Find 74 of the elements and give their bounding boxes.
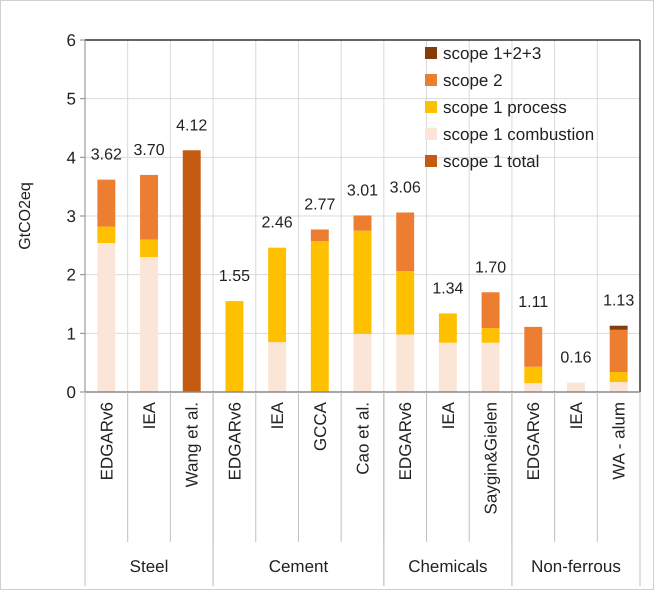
bar bbox=[268, 342, 286, 392]
y-tick-label: 0 bbox=[66, 382, 76, 402]
x-tick-label: EDGARv6 bbox=[225, 402, 244, 480]
x-tick-label: Saygin&Gielen bbox=[482, 402, 501, 514]
y-tick-label: 2 bbox=[66, 266, 76, 285]
total-label: 1.70 bbox=[475, 259, 506, 276]
bar bbox=[354, 334, 372, 392]
x-tick-label: EDGARv6 bbox=[97, 402, 116, 480]
total-label: 4.12 bbox=[176, 117, 208, 134]
bar bbox=[268, 248, 286, 342]
total-label: 1.55 bbox=[218, 268, 250, 286]
total-label: 2.77 bbox=[304, 196, 336, 214]
bar bbox=[310, 241, 329, 392]
bar bbox=[97, 180, 116, 227]
x-tick-label: IEA bbox=[268, 401, 288, 430]
bar bbox=[438, 342, 457, 392]
x-tick-label: WA - alum bbox=[610, 402, 629, 480]
total-label: 0.16 bbox=[560, 350, 592, 367]
y-tick-label: 3 bbox=[66, 206, 76, 226]
bar bbox=[438, 313, 457, 343]
total-label: 1.34 bbox=[432, 280, 464, 298]
bar bbox=[610, 382, 628, 392]
x-tick-label: Cao et al. bbox=[353, 402, 372, 475]
total-label: 3.70 bbox=[133, 142, 165, 159]
bar bbox=[524, 383, 542, 392]
bar bbox=[354, 230, 372, 334]
legend-label: scope 1 process bbox=[443, 98, 567, 117]
text: Cement bbox=[268, 557, 328, 576]
total-label: 3.62 bbox=[90, 146, 122, 164]
x-tick-label: GCCA bbox=[310, 401, 330, 452]
text: Chemicals bbox=[408, 557, 488, 576]
bar bbox=[610, 330, 628, 372]
bar bbox=[396, 212, 414, 272]
text: Steel bbox=[130, 557, 168, 576]
y-axis-title: GtCO2eq bbox=[17, 182, 34, 250]
bar bbox=[482, 292, 500, 328]
total-label: 1.13 bbox=[603, 292, 634, 310]
x-tick-label: IEA bbox=[438, 401, 458, 430]
bar bbox=[524, 326, 542, 367]
y-tick-label: 6 bbox=[66, 30, 76, 50]
y-tick-label: 1 bbox=[66, 324, 76, 344]
bar bbox=[566, 382, 585, 392]
x-tick-label: Wang et al. bbox=[182, 402, 202, 488]
bar bbox=[396, 334, 414, 392]
bar bbox=[482, 342, 500, 392]
total-label: 1.11 bbox=[518, 294, 548, 311]
bar bbox=[482, 328, 500, 343]
total-label: 3.01 bbox=[346, 182, 378, 200]
bar bbox=[140, 239, 158, 258]
bar bbox=[182, 150, 201, 392]
legend-label: scope 1 combustion bbox=[443, 124, 594, 144]
x-tick-label: EDGARv6 bbox=[396, 402, 416, 480]
y-tick-label: 5 bbox=[66, 90, 76, 109]
bar bbox=[396, 271, 414, 335]
total-label: 3.06 bbox=[390, 179, 421, 196]
legend-label: scope 2 bbox=[443, 70, 503, 90]
legend-label: scope 1+2+3 bbox=[443, 44, 542, 63]
bar bbox=[140, 174, 158, 240]
y-tick-label: 4 bbox=[66, 148, 76, 168]
legend-label: scope 1 total bbox=[443, 152, 540, 171]
bar bbox=[97, 226, 116, 243]
text: Non-ferrous bbox=[531, 557, 621, 576]
bar bbox=[310, 229, 329, 242]
bar bbox=[524, 366, 542, 384]
bar bbox=[610, 372, 628, 382]
x-tick-label: IEA bbox=[566, 401, 586, 430]
bar bbox=[354, 215, 372, 231]
x-tick-label: EDGARv6 bbox=[524, 402, 544, 480]
bar bbox=[97, 242, 116, 392]
bar bbox=[610, 326, 628, 330]
x-tick-label: IEA bbox=[140, 401, 159, 430]
total-label: 2.46 bbox=[262, 214, 293, 232]
bar bbox=[225, 301, 244, 392]
bar bbox=[140, 257, 158, 392]
